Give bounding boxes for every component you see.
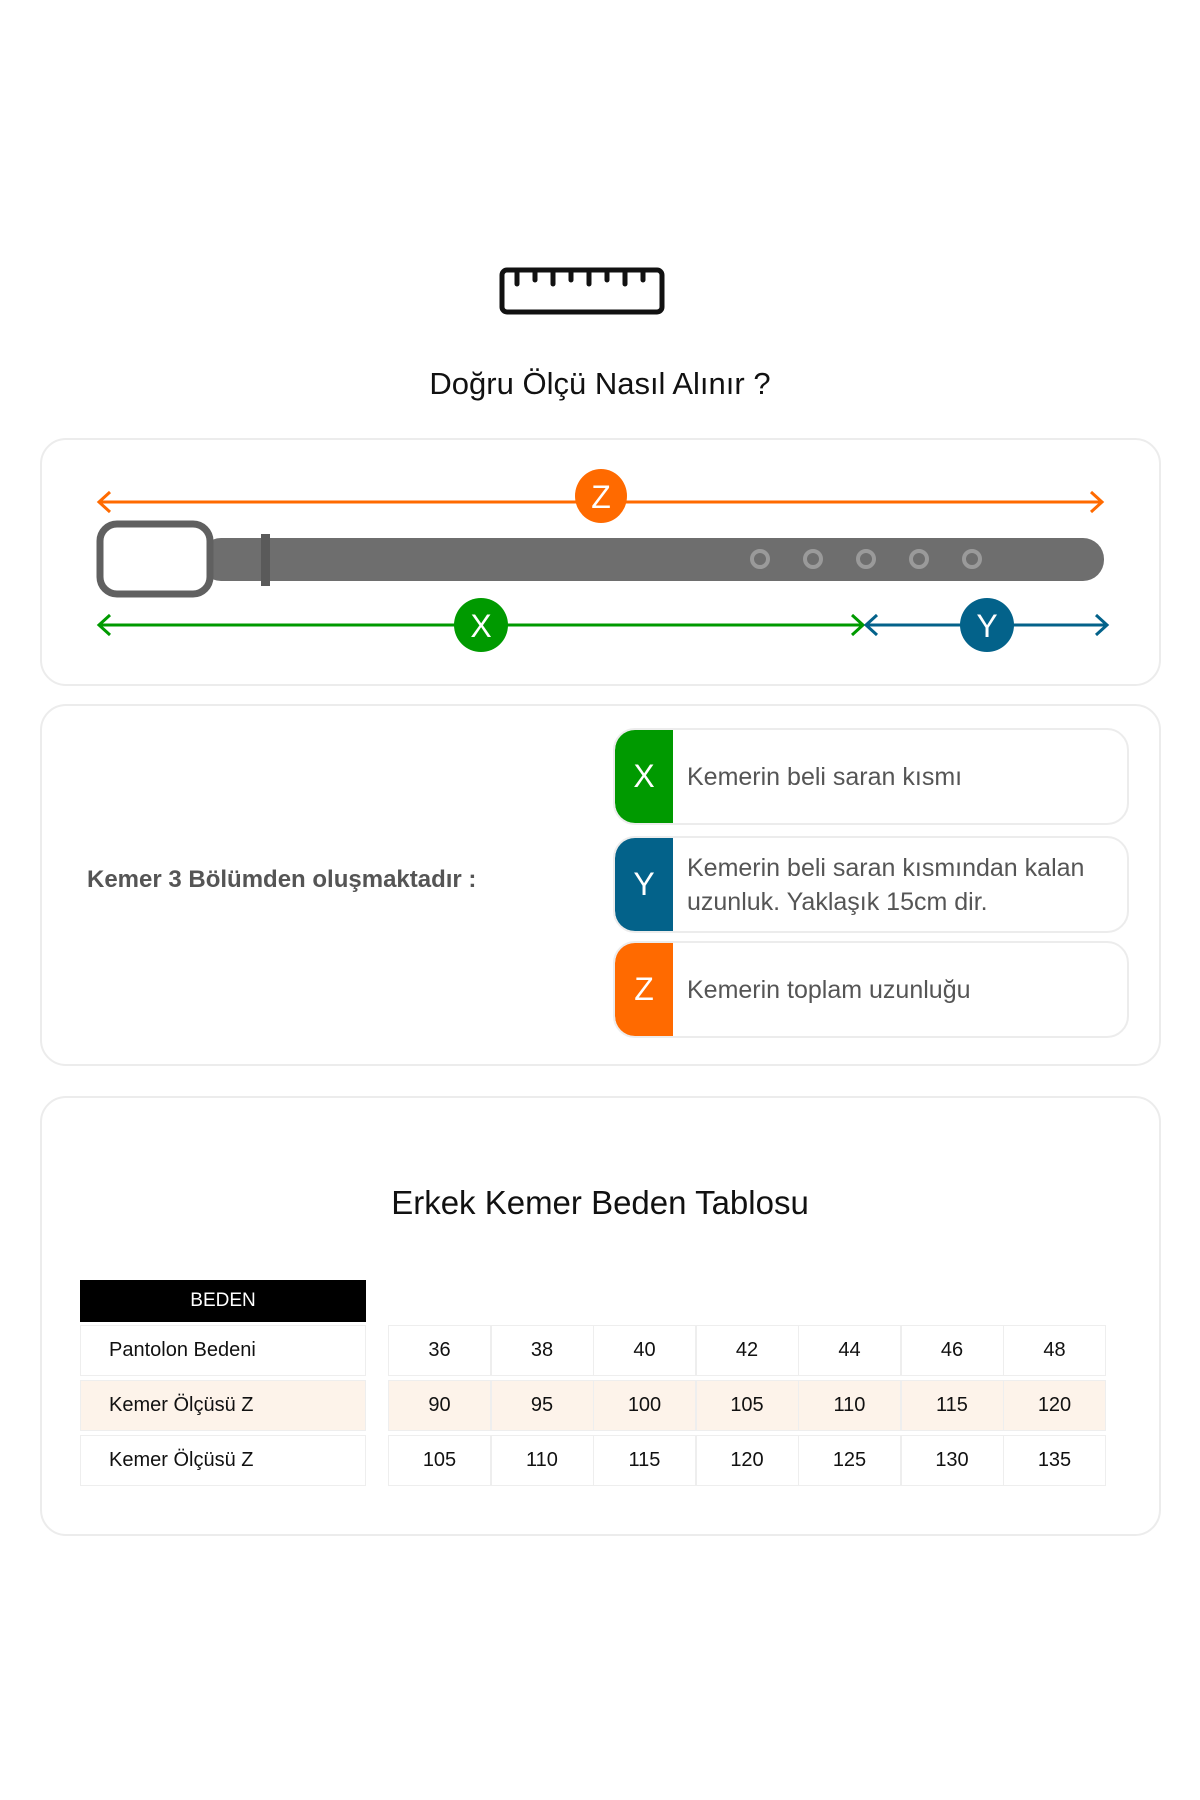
row-label: Kemer Ölçüsü Z [80, 1380, 366, 1431]
table-cell: 46 [900, 1325, 1004, 1376]
table-cell: 42 [695, 1325, 799, 1376]
row-label: Kemer Ölçüsü Z [80, 1435, 366, 1486]
belt-diagram: Z X Y [96, 469, 1110, 652]
y-badge-label: Y [976, 608, 997, 644]
table-cell: 48 [1003, 1325, 1106, 1376]
legend-text: Kemerin beli saran kısmından kalan uzunl… [687, 853, 1085, 916]
table-cell: 36 [388, 1325, 491, 1376]
y-badge [960, 598, 1014, 652]
table-cell: 125 [798, 1435, 901, 1486]
table-cell: 135 [1003, 1435, 1106, 1486]
table-cell: 110 [798, 1380, 901, 1431]
table-cell: 120 [695, 1435, 799, 1486]
table-cell: 115 [593, 1435, 696, 1486]
table-cell: 105 [695, 1380, 799, 1431]
z-badge [575, 469, 627, 523]
legend-badge-y: Y [615, 838, 673, 931]
table-cell: 90 [388, 1380, 491, 1431]
belt-strap [200, 538, 1104, 581]
table-cell: 44 [798, 1325, 901, 1376]
table-cell: 115 [900, 1380, 1004, 1431]
legend-item-y: Y Kemerin beli saran kısmından kalan uzu… [613, 836, 1129, 933]
belt-buckle [96, 520, 214, 598]
table-cell: 120 [1003, 1380, 1106, 1431]
belt-holes [750, 549, 982, 569]
size-table-title: Erkek Kemer Beden Tablosu [391, 1184, 809, 1221]
row-label: Pantolon Bedeni [80, 1325, 366, 1376]
legend-badge-z: Z [615, 943, 673, 1036]
legend-item-x: X Kemerin beli saran kısmı [613, 728, 1129, 825]
x-badge [454, 598, 508, 652]
size-table-header: BEDEN [80, 1280, 366, 1322]
legend-badge-x: X [615, 730, 673, 823]
table-cell: 105 [388, 1435, 491, 1486]
legend-text: Kemerin beli saran kısmı [687, 762, 963, 791]
legend-text: Kemerin toplam uzunluğu [687, 975, 971, 1004]
ruler-icon [499, 267, 665, 315]
table-cell: 130 [900, 1435, 1004, 1486]
belt-loop [261, 534, 270, 586]
table-cell: 40 [593, 1325, 696, 1376]
parts-label: Kemer 3 Bölümden oluşmaktadır : [87, 866, 477, 893]
table-cell: 95 [490, 1380, 594, 1431]
page-title: Doğru Ölçü Nasıl Alınır ? [429, 366, 771, 401]
table-cell: 110 [490, 1435, 594, 1486]
table-cell: 100 [593, 1380, 696, 1431]
x-badge-label: X [470, 608, 491, 644]
table-cell: 38 [490, 1325, 594, 1376]
z-badge-label: Z [591, 479, 611, 515]
legend-item-z: Z Kemerin toplam uzunluğu [613, 941, 1129, 1038]
